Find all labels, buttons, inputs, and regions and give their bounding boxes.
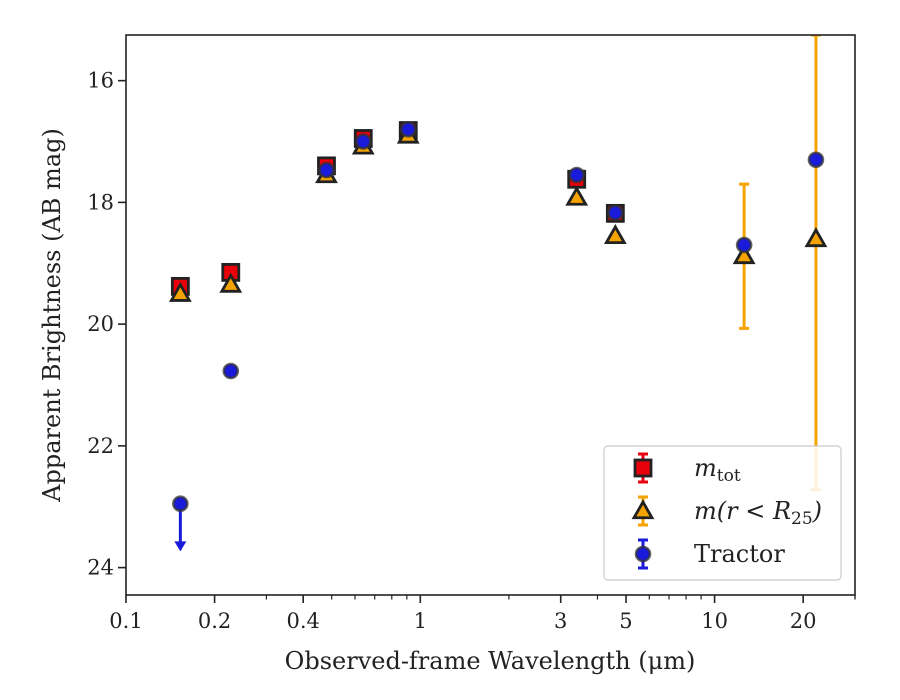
x-tick-label: 0.4: [286, 609, 319, 633]
series-3-point-9: [807, 151, 825, 169]
series-2-point-9: [804, 227, 828, 248]
legend-entry-3-label: Tractor: [694, 540, 785, 568]
x-tick-label: 1: [414, 609, 427, 633]
legend-entry-2-label: m(r < R25): [694, 497, 822, 529]
legend: mtot m(r < R25) Tractor: [603, 445, 842, 581]
legend-entry-3-marker: [634, 545, 652, 563]
x-tick-label: 5: [619, 609, 632, 633]
x-tick-label: 0.2: [198, 609, 231, 633]
x-tick-label: 20: [790, 609, 817, 633]
legend-entry-1-marker: [633, 458, 653, 478]
series-3-point-7: [607, 204, 624, 222]
series-3-point-2: [222, 362, 240, 380]
legend-entry-1-label: mtot: [694, 454, 741, 486]
series-2-point-1: [168, 281, 192, 302]
series-3-point-6: [568, 166, 586, 184]
series-3-point-4: [354, 133, 372, 150]
y-tick-label: 18: [87, 190, 114, 214]
x-tick-label: 3: [554, 609, 567, 633]
series-3-point-3: [318, 161, 335, 179]
legend-box: [603, 445, 842, 581]
y-axis-label: Apparent Brightness (AB mag): [38, 128, 66, 503]
series-3-point-1: [172, 495, 189, 512]
y-tick-label: 22: [87, 434, 114, 458]
legend-entry-2-marker: [631, 499, 655, 520]
series-3-point-8: [735, 236, 753, 254]
axes: 0.1 0.2 0.4 1 3 5 10 20 16 18 20 22 24: [87, 34, 856, 633]
x-axis-label: Observed-frame Wavelength (μm): [285, 647, 696, 675]
series-2-point-6: [565, 185, 589, 206]
series-2-point-7: [603, 224, 627, 245]
y-tick-label: 16: [87, 69, 114, 93]
x-tick-label: 10: [701, 609, 728, 633]
series-2-point-8: [732, 244, 756, 265]
x-tick-label: 0.1: [109, 609, 142, 633]
data-marks: [168, 35, 828, 552]
series-2-point-2: [219, 272, 243, 293]
series-3-point-5: [399, 121, 417, 138]
y-tick-label: 20: [87, 312, 114, 336]
plot-frame: [125, 34, 856, 596]
series-3-point-1-upper-limit-arrow: [174, 541, 187, 552]
y-tick-label: 24: [87, 556, 114, 580]
